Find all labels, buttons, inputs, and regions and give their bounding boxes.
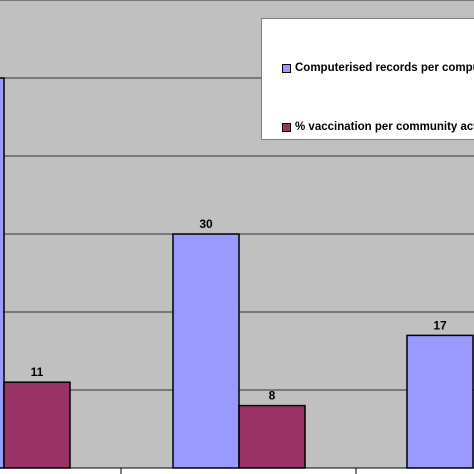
below-axis-background [0, 469, 474, 474]
bar-series-2-category-2 [238, 404, 306, 469]
data-label-series-1-category-3: 17 [433, 318, 447, 332]
bar-series-2-category-1 [3, 381, 71, 469]
x-axis-ticks [120, 468, 357, 474]
data-label-series-1-category-2: 30 [199, 217, 213, 231]
bar-series-1-category-2 [172, 233, 240, 469]
legend-label-computerised-records: Computerised records per computer [295, 62, 474, 74]
data-label-series-2-category-1: 11 [31, 365, 44, 379]
bar-series-1-category-3 [406, 334, 474, 469]
bar-series-1-category-1 [0, 77, 5, 469]
legend-item-vaccination: % vaccination per community activity [282, 121, 474, 133]
legend-swatch-vaccination [282, 122, 291, 132]
legend-swatch-computerised-records [282, 63, 291, 73]
legend-item-computerised-records: Computerised records per computer [282, 62, 474, 74]
legend: Computerised records per computer % vacc… [261, 18, 474, 140]
bars [0, 77, 474, 469]
data-labels: 30 17 11 8 [31, 217, 447, 403]
legend-label-vaccination: % vaccination per community activity [295, 121, 474, 133]
data-label-series-2-category-2: 8 [269, 389, 276, 403]
